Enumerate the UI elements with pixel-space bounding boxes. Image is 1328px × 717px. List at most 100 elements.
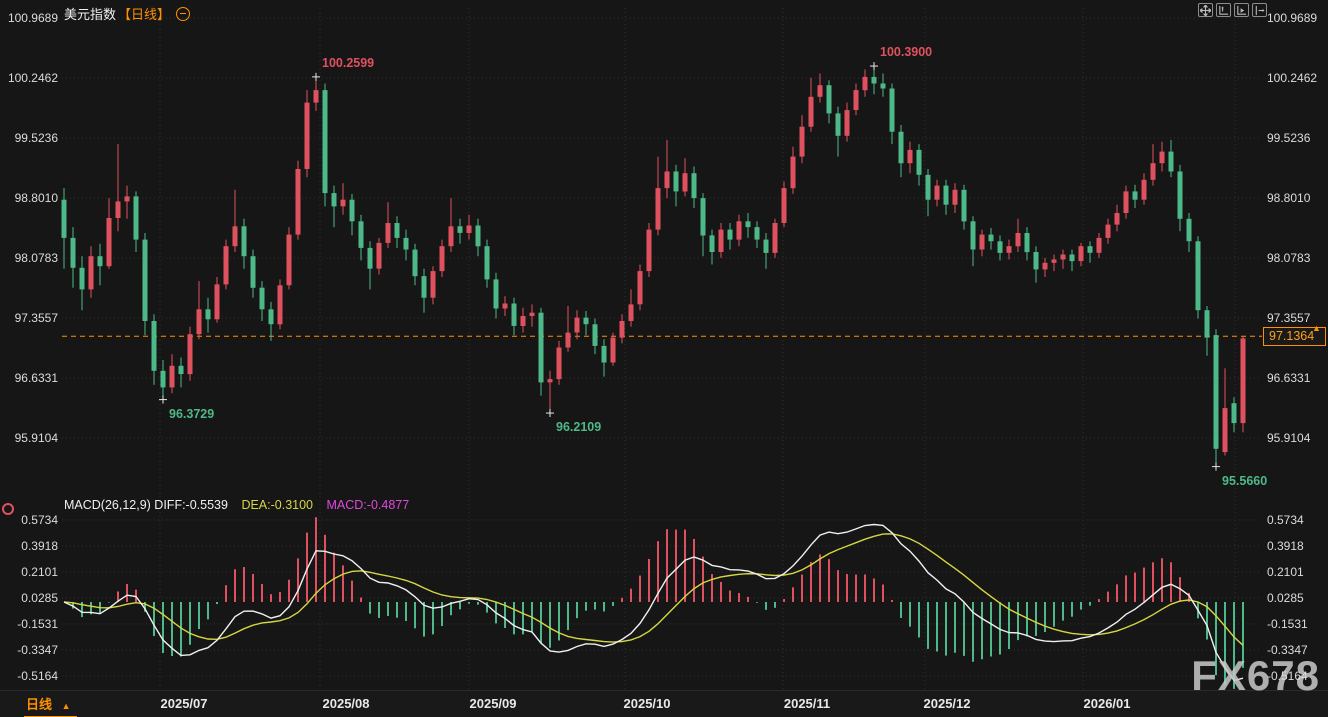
candle-body (727, 229, 733, 240)
candle-body (250, 256, 256, 288)
collapse-indicator-icon[interactable] (176, 6, 191, 21)
candle-body (808, 96, 814, 127)
macd-dea-line (63, 533, 1244, 646)
candle-body (934, 185, 940, 200)
exit-fullscreen-icon[interactable] (1252, 3, 1267, 17)
candle-body (385, 223, 391, 243)
pan-crosshair-icon[interactable] (1198, 3, 1213, 17)
candle-body (115, 201, 121, 218)
swing-high-label: 100.2599 (322, 55, 375, 70)
candle-body (916, 149, 922, 175)
tab-daily-timeframe[interactable]: 日线 ▲ (24, 694, 77, 717)
candle-body (151, 321, 157, 371)
time-axis-bar (0, 690, 1328, 717)
candle-body (925, 174, 931, 200)
price-axis-label-left: 98.0783 (14, 251, 58, 265)
candle-body (439, 246, 445, 272)
candle-body (358, 221, 364, 248)
price-axis-label-left: 100.2462 (7, 71, 58, 85)
candle-body (322, 90, 328, 194)
candle-body (187, 334, 193, 375)
chart-title-bar: 美元指数 【日线】 (64, 4, 191, 23)
candle-body (979, 234, 985, 250)
candle-body (1042, 262, 1048, 270)
candle-body (1051, 259, 1057, 263)
candle-body (169, 365, 175, 388)
price-axis-label-left: 98.8010 (14, 190, 58, 205)
candle-body (817, 85, 823, 97)
price-axis-label-right: 98.8010 (1267, 190, 1311, 205)
candle-body (1204, 310, 1210, 338)
candle-body (160, 370, 166, 388)
candle-body (709, 235, 715, 252)
candle-body (205, 309, 211, 320)
macd-axis-label-left: 0.2101 (21, 564, 58, 579)
candle-body (241, 226, 247, 257)
candle-body (421, 276, 427, 298)
candle-body (781, 188, 787, 223)
candle-body (1114, 213, 1120, 225)
scroll-to-latest-icon[interactable] (1234, 3, 1249, 17)
price-axis-label-right: 96.6331 (1267, 370, 1311, 385)
candle-body (1231, 403, 1237, 424)
candle-body (583, 317, 589, 325)
candle-body (691, 173, 697, 199)
candle-body (790, 156, 796, 189)
zoom-axis-icon[interactable] (1216, 3, 1231, 17)
candle-body (889, 88, 895, 132)
price-axis-label-left: 97.3557 (14, 310, 58, 325)
macd-axis-label-left: -0.1531 (17, 616, 58, 631)
candle-body (943, 185, 949, 205)
candle-body (1177, 171, 1183, 219)
candle-body (799, 126, 805, 157)
candle-body (664, 171, 670, 189)
candle-body (952, 189, 958, 205)
macd-formula-diff-value: MACD(26,12,9) DIFF:-0.5539 (64, 498, 228, 512)
candle-body (1060, 254, 1066, 260)
candle-body (133, 196, 139, 240)
x-axis-label: 2025/11 (783, 696, 831, 711)
candle-body (1195, 241, 1201, 311)
candle-body (196, 309, 202, 335)
x-axis-label: 2025/12 (923, 696, 971, 711)
candle-body (682, 173, 688, 192)
macd-axis-label-left: -0.3347 (17, 642, 58, 657)
candle-body (1168, 151, 1174, 172)
candle-body (637, 271, 643, 305)
candle-body (538, 312, 544, 383)
candle-body (871, 76, 877, 84)
macd-axis-label-right: 0.5734 (1267, 512, 1304, 527)
candle-body (1105, 224, 1111, 238)
timeframe-tag: 【日线】 (118, 7, 171, 22)
candle-body (1069, 254, 1075, 262)
fx678-watermark: FX678 (1191, 652, 1320, 699)
macd-axis-label-right: 0.2101 (1267, 564, 1304, 579)
x-axis-label: 2026/01 (1083, 696, 1131, 711)
candle-body (763, 239, 769, 253)
price-axis-label-left: 99.5236 (14, 131, 58, 145)
price-axis-label-right: 100.9689 (1267, 11, 1318, 25)
indicator-record-dot-icon[interactable] (2, 503, 14, 515)
tab-daily-label: 日线 (26, 697, 53, 712)
candle-body (484, 246, 490, 280)
candle-body (988, 234, 994, 242)
price-axis-label-right: 95.9104 (1267, 430, 1311, 445)
macd-diff-line (63, 523, 1244, 682)
candle-body (394, 223, 400, 238)
candle-body (1123, 191, 1129, 213)
price-axis-label-right: 100.2462 (1267, 71, 1318, 85)
candle-body (286, 234, 292, 286)
candle-body (1132, 191, 1138, 200)
candle-body (529, 312, 535, 316)
candle-body (673, 171, 679, 192)
macd-axis-label-left: 0.5734 (21, 512, 58, 527)
candle-body (448, 226, 454, 247)
candle-body (466, 225, 472, 233)
candle-body (745, 221, 751, 228)
price-axis-label-right: 99.5236 (1267, 131, 1311, 145)
macd-dea-value: DEA:-0.3100 (241, 498, 314, 512)
candle-body (259, 287, 265, 310)
candle-body (592, 324, 598, 346)
